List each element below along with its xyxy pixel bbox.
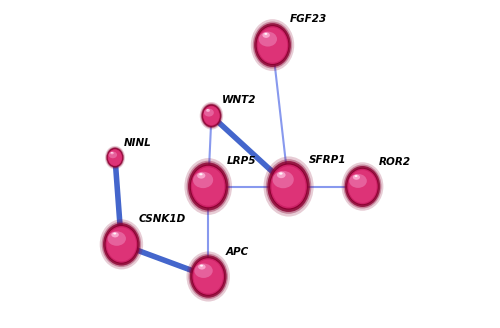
Text: ROR2: ROR2	[379, 156, 412, 167]
Ellipse shape	[348, 170, 376, 203]
Ellipse shape	[258, 28, 287, 63]
Ellipse shape	[105, 146, 125, 169]
Ellipse shape	[262, 32, 270, 38]
Ellipse shape	[192, 167, 224, 206]
Ellipse shape	[202, 104, 222, 128]
Ellipse shape	[193, 172, 213, 188]
Ellipse shape	[342, 162, 384, 211]
Ellipse shape	[190, 165, 226, 208]
Text: CSNK1D: CSNK1D	[139, 215, 186, 224]
Ellipse shape	[106, 148, 124, 168]
Ellipse shape	[204, 107, 220, 125]
Text: LRP5: LRP5	[227, 155, 256, 166]
Ellipse shape	[253, 22, 292, 69]
Ellipse shape	[347, 169, 378, 204]
Ellipse shape	[268, 161, 310, 212]
Text: SFRP1: SFRP1	[308, 154, 346, 165]
Ellipse shape	[264, 156, 314, 216]
Ellipse shape	[272, 166, 306, 207]
Ellipse shape	[112, 232, 119, 237]
Ellipse shape	[113, 233, 116, 235]
Ellipse shape	[184, 158, 232, 215]
Ellipse shape	[186, 252, 230, 301]
Text: APC: APC	[225, 247, 248, 257]
Ellipse shape	[199, 173, 202, 175]
Ellipse shape	[353, 174, 360, 180]
Ellipse shape	[256, 26, 288, 64]
Text: NINL: NINL	[124, 138, 152, 148]
Ellipse shape	[190, 255, 226, 298]
Ellipse shape	[201, 103, 222, 128]
Ellipse shape	[108, 149, 122, 166]
Ellipse shape	[104, 225, 138, 264]
Ellipse shape	[198, 264, 205, 270]
Ellipse shape	[188, 254, 228, 299]
Ellipse shape	[346, 168, 378, 205]
Ellipse shape	[202, 105, 220, 126]
Ellipse shape	[110, 152, 114, 154]
Ellipse shape	[106, 147, 124, 168]
Ellipse shape	[204, 109, 214, 116]
Ellipse shape	[194, 263, 212, 278]
Ellipse shape	[270, 163, 308, 210]
Ellipse shape	[106, 226, 138, 263]
Ellipse shape	[277, 172, 285, 178]
Ellipse shape	[194, 259, 223, 294]
Ellipse shape	[108, 152, 117, 158]
Ellipse shape	[251, 19, 294, 71]
Ellipse shape	[108, 149, 122, 167]
Ellipse shape	[188, 162, 228, 211]
Ellipse shape	[102, 222, 141, 267]
Ellipse shape	[345, 166, 380, 207]
Ellipse shape	[354, 175, 358, 177]
Ellipse shape	[349, 174, 367, 188]
Ellipse shape	[108, 231, 126, 246]
Text: FGF23: FGF23	[290, 14, 328, 24]
Ellipse shape	[103, 223, 140, 266]
Ellipse shape	[258, 31, 277, 47]
Ellipse shape	[270, 165, 307, 209]
Ellipse shape	[272, 171, 294, 188]
Ellipse shape	[100, 219, 143, 269]
Ellipse shape	[108, 150, 122, 166]
Ellipse shape	[266, 159, 312, 214]
Ellipse shape	[200, 102, 223, 130]
Ellipse shape	[279, 173, 282, 175]
Ellipse shape	[186, 161, 230, 212]
Ellipse shape	[254, 23, 291, 67]
Ellipse shape	[206, 109, 210, 112]
Ellipse shape	[203, 106, 220, 126]
Ellipse shape	[197, 173, 205, 179]
Ellipse shape	[192, 257, 225, 296]
Ellipse shape	[106, 227, 136, 261]
Ellipse shape	[192, 258, 224, 295]
Ellipse shape	[264, 33, 268, 35]
Ellipse shape	[207, 109, 208, 111]
Text: WNT2: WNT2	[222, 94, 256, 105]
Ellipse shape	[200, 265, 203, 267]
Ellipse shape	[111, 152, 112, 153]
Ellipse shape	[191, 166, 226, 207]
Ellipse shape	[344, 165, 382, 209]
Ellipse shape	[256, 25, 289, 65]
